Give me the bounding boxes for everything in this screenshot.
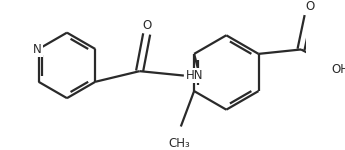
Text: OH: OH bbox=[332, 63, 345, 76]
Text: HN: HN bbox=[186, 69, 203, 82]
Text: O: O bbox=[305, 0, 315, 13]
Text: O: O bbox=[142, 19, 151, 32]
Text: N: N bbox=[32, 42, 41, 56]
Text: CH₃: CH₃ bbox=[168, 137, 190, 150]
